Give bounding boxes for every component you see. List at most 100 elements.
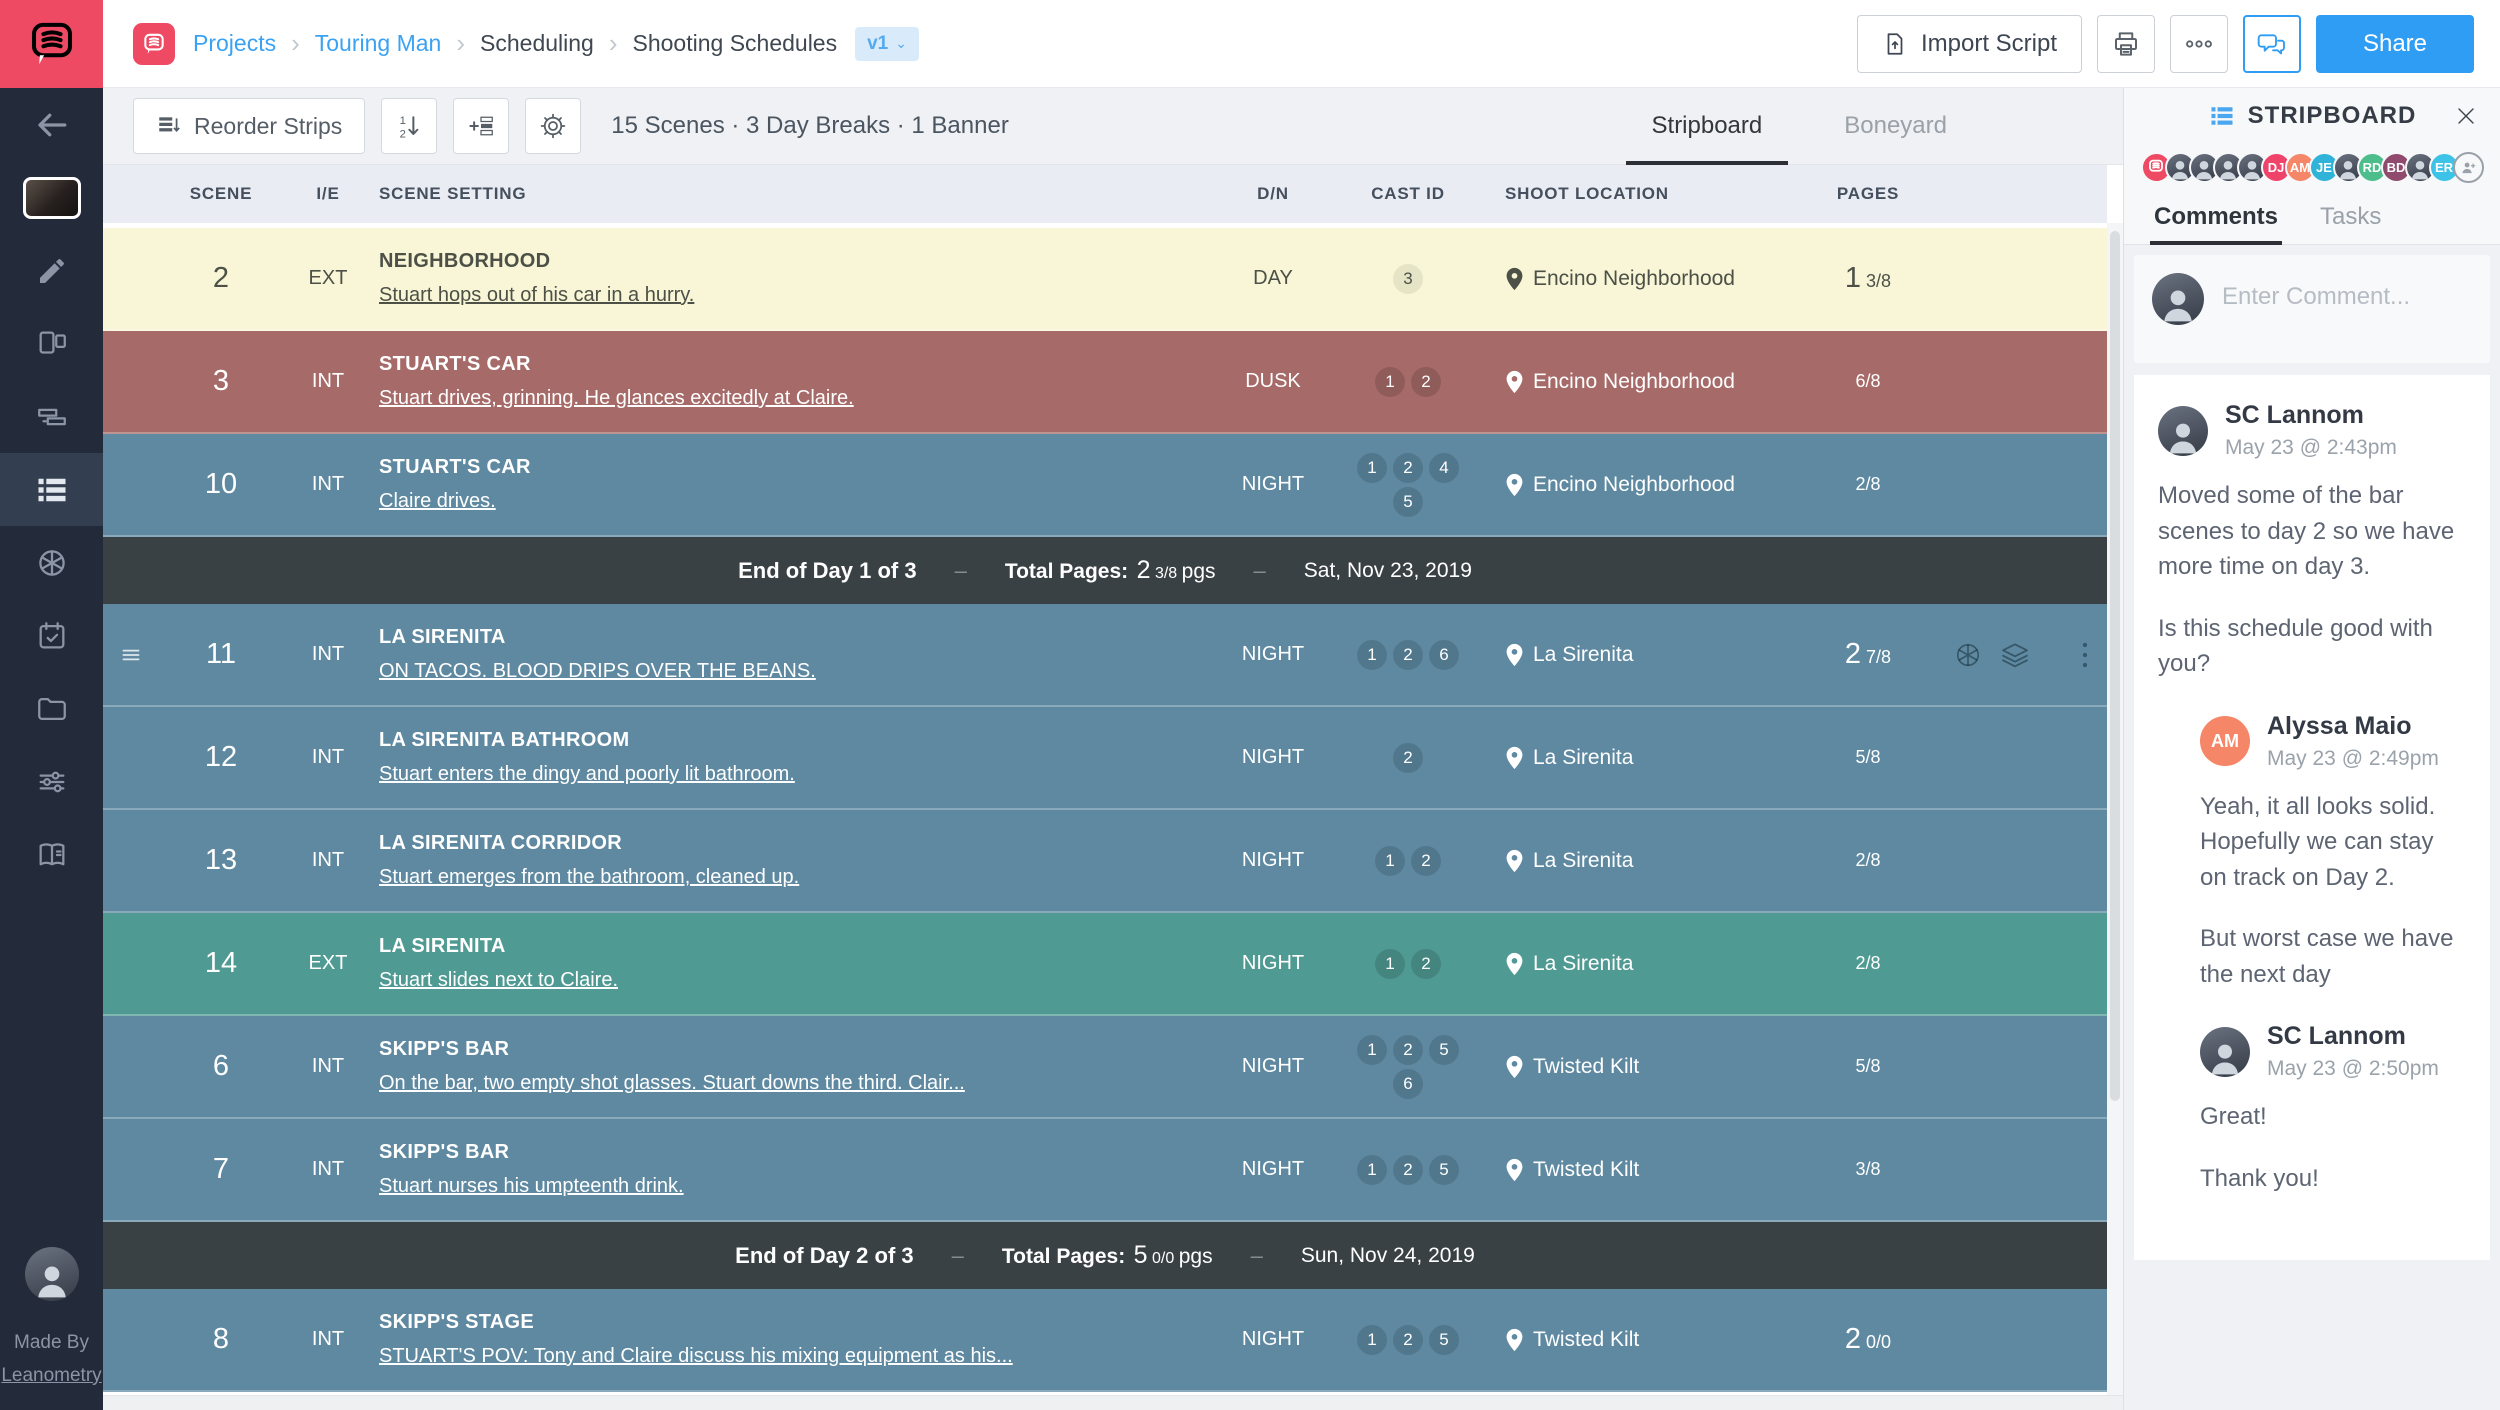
scene-number: 11 [205, 638, 237, 670]
comment-body: Moved some of the bar scenes to day 2 so… [2158, 478, 2466, 682]
print-button[interactable] [2097, 14, 2155, 73]
scene-description[interactable]: Stuart enters the dingy and poorly lit b… [379, 763, 795, 785]
svg-text:1: 1 [400, 115, 406, 127]
close-icon[interactable] [2454, 104, 2478, 128]
comment-avatar: AM [2200, 716, 2250, 767]
strip-menu-icon[interactable] [2075, 640, 2095, 670]
scene-description[interactable]: ON TACOS. BLOOD DRIPS OVER THE BEANS. [379, 660, 816, 682]
day-break-banner[interactable]: End of Day 2 of 3 – Total Pages: 5 0/0 p… [103, 1222, 2107, 1289]
stripboard-settings-button[interactable] [525, 98, 582, 154]
cast-id-badge: 1 [1357, 452, 1387, 483]
sidebar-item-stripboard[interactable] [0, 453, 103, 526]
vertical-scrollbar-thumb[interactable] [2110, 231, 2120, 1101]
comment-composer[interactable] [2134, 255, 2490, 363]
more-options-button[interactable] [2170, 14, 2228, 73]
scene-strip[interactable]: 11 INT LA SIRENITA ON TACOS. BLOOD DRIPS… [103, 604, 2107, 707]
strip-list: 2 EXT NEIGHBORHOOD Stuart hops out of hi… [103, 223, 2107, 1395]
pages-fraction: 6/8 [1855, 371, 1881, 391]
scene-strip[interactable]: 13 INT LA SIRENITA CORRIDOR Stuart emerg… [103, 810, 2107, 913]
add-member-button[interactable] [2452, 151, 2484, 183]
sidebar-item-project[interactable] [0, 161, 103, 234]
scene-strip[interactable]: 10 INT STUART'S CAR Claire drives. NIGHT… [103, 434, 2107, 537]
strip-layers-icon[interactable] [1999, 639, 2031, 671]
scene-number: 3 [212, 365, 230, 397]
scene-setting: SKIPP'S STAGE [379, 1311, 534, 1333]
comments-toggle-button[interactable] [2243, 14, 2301, 73]
total-pages-whole: 5 [1133, 1241, 1148, 1269]
horizontal-scrollbar[interactable] [103, 1395, 2123, 1410]
sidebar-item-back[interactable] [0, 88, 103, 161]
location-pin-icon [1506, 267, 1523, 290]
scene-description[interactable]: On the bar, two empty shot glasses. Stua… [379, 1072, 965, 1094]
tab-stripboard[interactable]: Stripboard [1625, 88, 1789, 165]
scene-description[interactable]: STUART'S POV: Tony and Claire discuss hi… [379, 1345, 1013, 1367]
panel-tab-tasks[interactable]: Tasks [2320, 203, 2382, 230]
tab-boneyard[interactable]: Boneyard [1844, 112, 1947, 139]
made-by-brand-link[interactable]: Leanometry [1, 1364, 102, 1386]
scene-description[interactable]: Stuart nurses his umpteenth drink. [379, 1175, 684, 1197]
scene-description[interactable]: Claire drives. [379, 490, 496, 512]
scene-strip[interactable]: 8 INT SKIPP'S STAGE STUART'S POV: Tony a… [103, 1289, 2107, 1392]
separator: – [1253, 557, 1266, 583]
scene-location: Encino Neighborhood [1533, 472, 1735, 496]
location-pin-icon [1506, 370, 1523, 393]
sidebar-item-calendar[interactable] [0, 599, 103, 672]
reorder-strips-button[interactable]: Reorder Strips [133, 98, 366, 154]
scene-strip[interactable]: 12 INT LA SIRENITA BATHROOM Stuart enter… [103, 707, 2107, 810]
scene-location: La Sirenita [1533, 951, 1634, 975]
drag-handle-icon[interactable] [118, 642, 144, 668]
share-button[interactable]: Share [2316, 14, 2474, 73]
import-script-button[interactable]: Import Script [1856, 14, 2082, 73]
add-strip-button[interactable] [453, 98, 510, 154]
day-break-banner[interactable]: End of Day 1 of 3 – Total Pages: 2 3/8 p… [103, 537, 2107, 604]
app-logo[interactable] [0, 0, 103, 88]
sidebar-item-write[interactable] [0, 234, 103, 307]
strip-camera-icon[interactable] [1953, 640, 1983, 670]
comment-avatar [2158, 405, 2208, 456]
scene-description[interactable]: Stuart hops out of his car in a hurry. [379, 284, 695, 306]
member-avatar: RD [2356, 151, 2388, 183]
comment: AM Alyssa Maio May 23 @ 2:49pm Yeah, it all… [2200, 712, 2466, 993]
sort-icon: 12 [400, 115, 419, 140]
scene-description[interactable]: Stuart drives, grinning. He glances exci… [379, 387, 854, 409]
breadcrumb-item[interactable]: Projects [193, 30, 277, 56]
sidebar-item-pages[interactable] [0, 307, 103, 380]
user-avatar[interactable] [24, 1247, 79, 1302]
sidebar-item-files[interactable] [0, 672, 103, 745]
sidebar-item-shots[interactable] [0, 526, 103, 599]
scene-strip[interactable]: 14 EXT LA SIRENITA Stuart slides next to… [103, 913, 2107, 1016]
cast-id-badge: 2 [1393, 1324, 1423, 1355]
scene-description[interactable]: Stuart emerges from the bathroom, cleane… [379, 866, 800, 888]
scene-strip[interactable]: 6 INT SKIPP'S BAR On the bar, two empty … [103, 1016, 2107, 1119]
comment-input[interactable] [2222, 273, 2462, 311]
location-pin-icon [1506, 1158, 1523, 1181]
version-badge[interactable]: v1 ⌄ [855, 26, 919, 61]
svg-text:2: 2 [400, 128, 406, 140]
column-shoot-location: SHOOT LOCATION [1505, 184, 1669, 203]
scene-strip[interactable]: 3 INT STUART'S CAR Stuart drives, grinni… [103, 331, 2107, 434]
person-icon [2169, 423, 2197, 453]
scene-strip[interactable]: 2 EXT NEIGHBORHOOD Stuart hops out of hi… [103, 228, 2107, 331]
vertical-scrollbar[interactable] [2107, 223, 2123, 1395]
breadcrumb-logo[interactable] [133, 22, 175, 65]
panel-tab-comments[interactable]: Comments [2149, 190, 2283, 245]
scene-ie: INT [311, 473, 345, 495]
panel-content: SC Lannom May 23 @ 2:43pm Moved some of th… [2124, 245, 2500, 1410]
cast-id-badge: 2 [1411, 366, 1441, 397]
cast-id-badge: 1 [1357, 1324, 1387, 1355]
cast-id-badge: 4 [1429, 452, 1459, 483]
stripboard-summary: 15 Scenes · 3 Day Breaks · 1 Banner [611, 112, 1009, 139]
sidebar-item-breakdowns[interactable] [0, 380, 103, 453]
pages-fraction: 7/8 [1866, 647, 1892, 667]
comment: SC Lannom May 23 @ 2:50pm Great! Thank you! [2200, 1022, 2466, 1196]
scene-description[interactable]: Stuart slides next to Claire. [379, 969, 618, 991]
comment-body: Yeah, it all looks solid. Hopefully we c… [2200, 789, 2466, 993]
breadcrumb-item[interactable]: Touring Man [314, 30, 442, 56]
person-icon [2164, 290, 2192, 322]
sidebar-item-settings[interactable] [0, 745, 103, 818]
sidebar-item-reports[interactable] [0, 818, 103, 891]
scene-strip[interactable]: 7 INT SKIPP'S BAR Stuart nurses his umpt… [103, 1119, 2107, 1222]
